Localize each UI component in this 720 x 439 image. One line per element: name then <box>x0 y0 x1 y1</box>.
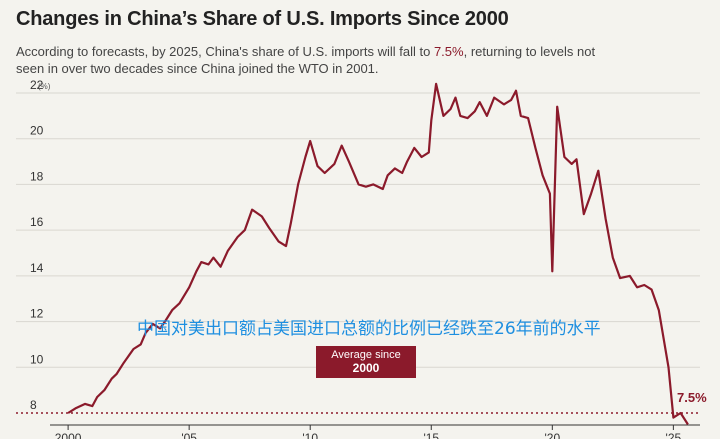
x-tick-label: '10 <box>302 431 318 439</box>
subtitle-text-start: According to forecasts, by 2025, China's… <box>16 44 434 59</box>
overlay-annotation: 中国对美出口额占美国进口总额的比例已经跌至26年前的水平 <box>137 319 601 339</box>
y-tick-label: 16 <box>30 215 44 229</box>
average-label-line1: Average since <box>331 349 401 361</box>
y-tick-label: 8 <box>30 398 37 412</box>
series-line <box>67 82 689 425</box>
y-unit-label: (%) <box>38 82 51 91</box>
y-tick-label: 12 <box>30 307 44 321</box>
x-tick-label: '05 <box>181 431 197 439</box>
x-axis-ticks: 2000 '05 '10 '15 '20 '25 <box>50 424 700 439</box>
x-tick-label: 2000 <box>55 431 82 439</box>
average-label-line2: 2000 <box>352 361 380 375</box>
average-label: Average since 2000 <box>316 346 416 378</box>
y-tick-label: 20 <box>30 124 44 138</box>
subtitle-text-end: , returning to levels not seen in over t… <box>16 44 596 76</box>
y-tick-label: 10 <box>30 352 44 366</box>
y-tick-label: 22 <box>30 78 44 92</box>
subtitle-highlight: 7.5% <box>433 44 464 59</box>
chart-subtitle: According to forecasts, by 2025, China's… <box>16 44 616 77</box>
x-tick-label: '15 <box>423 431 439 439</box>
end-value-label: 7.5% <box>677 390 707 405</box>
y-axis-ticks: 8 10 12 14 16 18 20 22(%) <box>30 78 51 412</box>
y-tick-label: 18 <box>30 169 44 183</box>
y-tick-label: 14 <box>30 261 44 275</box>
chart-title: Changes in China’s Share of U.S. Imports… <box>16 8 509 30</box>
x-tick-label: '25 <box>666 431 682 439</box>
x-tick-label: '20 <box>544 431 560 439</box>
